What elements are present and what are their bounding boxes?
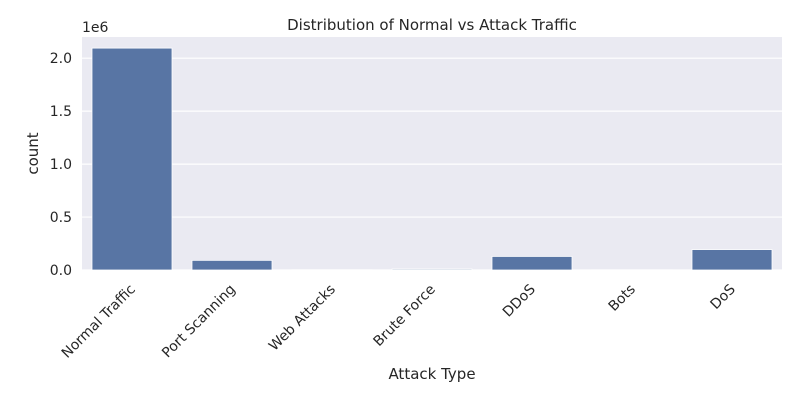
- bar-brute-force: [391, 268, 473, 271]
- y-tick-label: 0.0: [50, 263, 72, 279]
- x-tick-label: Normal Traffic: [59, 282, 139, 362]
- x-tick-label: DDoS: [500, 281, 539, 320]
- plot-area: [82, 37, 782, 270]
- bars: [91, 47, 773, 271]
- x-axis-ticks: Normal Traffic Port Scanning Web Attacks Br…: [59, 281, 739, 361]
- x-tick-label: DoS: [708, 281, 739, 312]
- x-tick-label: Brute Force: [370, 282, 438, 350]
- x-tick-label: Bots: [606, 282, 639, 315]
- bar-port-scanning: [191, 259, 273, 271]
- x-tick-label: Web Attacks: [266, 282, 339, 355]
- bar-ddos: [491, 256, 573, 271]
- y-axis-ticks: 0.0 0.5 1.0 1.5 2.0: [50, 51, 72, 279]
- y-axis-label: count: [24, 132, 42, 174]
- bar-dos: [691, 249, 773, 271]
- bar-normal-traffic: [91, 47, 173, 271]
- chart-title: Distribution of Normal vs Attack Traffic: [287, 16, 577, 34]
- x-tick-label: Port Scanning: [159, 282, 239, 362]
- y-tick-label: 0.5: [50, 210, 72, 226]
- y-tick-label: 1.5: [50, 104, 72, 120]
- y-axis-offset-label: 1e6: [82, 20, 109, 36]
- y-tick-label: 2.0: [50, 51, 72, 67]
- x-axis-label: Attack Type: [388, 365, 475, 383]
- y-tick-label: 1.0: [50, 157, 72, 173]
